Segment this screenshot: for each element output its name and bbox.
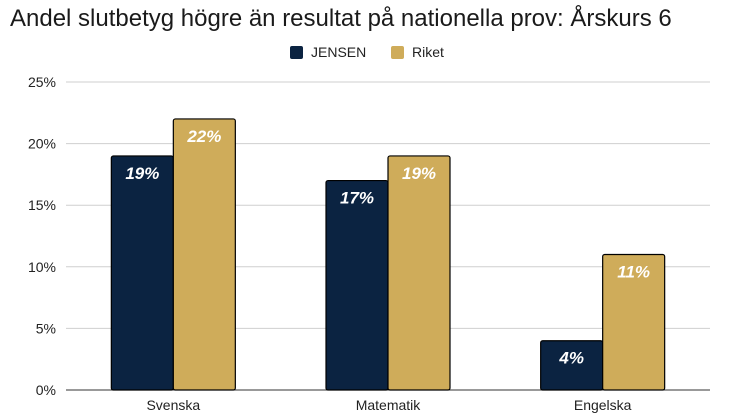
y-tick-label: 20% — [28, 136, 56, 152]
legend-item-riket: Riket — [391, 42, 444, 62]
legend-label-riket: Riket — [412, 44, 444, 60]
x-tick-label: Matematik — [356, 397, 422, 413]
data-label: 4% — [558, 349, 584, 368]
bar-jensen-svenska — [110, 155, 174, 391]
bar-jensen-matematik — [325, 179, 389, 391]
y-tick-label: 25% — [28, 74, 56, 90]
chart-title: Andel slutbetyg högre än resultat på nat… — [10, 5, 672, 32]
x-tick-label: Engelska — [574, 397, 632, 413]
x-tick-label: Svenska — [146, 397, 200, 413]
legend-swatch-riket — [391, 45, 404, 59]
bar-riket-svenska — [172, 118, 236, 391]
data-label: 11% — [617, 262, 650, 281]
y-tick-label: 10% — [28, 259, 56, 275]
legend-swatch-jensen — [290, 45, 303, 59]
legend-item-jensen: JENSEN — [290, 42, 366, 62]
data-label: 22% — [186, 127, 221, 146]
y-tick-label: 15% — [28, 197, 56, 213]
y-tick-label: 0% — [36, 382, 56, 398]
y-tick-label: 5% — [36, 320, 56, 336]
data-label: 19% — [125, 164, 159, 183]
legend-label-jensen: JENSEN — [311, 44, 367, 60]
bar-riket-engelska — [602, 253, 666, 391]
bar-riket-matematik — [387, 155, 451, 391]
data-label: 19% — [402, 164, 436, 183]
data-label: 17% — [340, 189, 374, 208]
legend: JENSEN Riket — [0, 42, 746, 62]
